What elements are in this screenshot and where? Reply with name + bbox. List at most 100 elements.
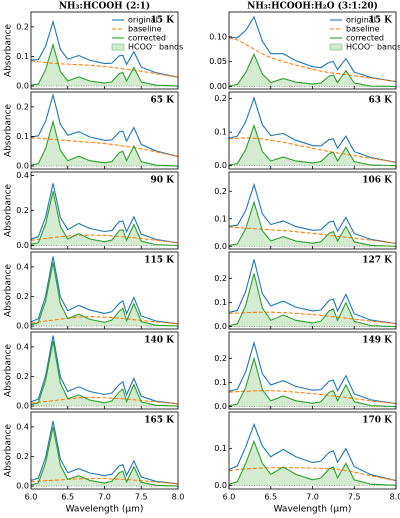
legend-swatch	[329, 43, 343, 51]
x-tick-label: 6.0	[25, 493, 38, 502]
y-tick-label: 0.1	[214, 378, 227, 387]
y-tick-label: 0.2	[214, 94, 227, 103]
x-tick-label: 7.0	[98, 493, 111, 502]
temperature-label: 170 K	[362, 416, 393, 426]
y-axis-label: Absorbance	[4, 343, 14, 397]
temperature-label: 90 K	[151, 176, 176, 186]
series-line	[30, 335, 179, 405]
hcoo-band	[31, 262, 178, 327]
series-line	[228, 390, 397, 405]
series-line	[30, 478, 179, 485]
x-axis-label: Wavelength (μm)	[274, 505, 352, 515]
series-line	[228, 15, 397, 83]
series-line	[30, 426, 179, 487]
y-tick-label: 0.4	[16, 262, 29, 271]
legend-label: corrected	[346, 34, 384, 43]
y-tick-label: 0.2	[214, 187, 227, 196]
x-tick-label: 8.0	[390, 493, 400, 502]
series-line	[228, 439, 397, 486]
x-axis-label: Wavelength (μm)	[66, 505, 144, 515]
y-tick-label: 0.2	[214, 354, 227, 363]
series-line	[228, 123, 397, 167]
y-tick-label: 0.4	[16, 171, 29, 180]
hcoo-band	[229, 441, 396, 486]
series-line	[228, 52, 397, 88]
temperature-label: 106 K	[362, 176, 393, 186]
hcoo-band	[31, 44, 178, 87]
temperature-label: 15 K	[151, 16, 176, 26]
y-tick-label: 0.0	[214, 161, 227, 170]
y-tick-label: 0.1	[214, 444, 227, 453]
y-tick-label: 0.0	[16, 402, 29, 411]
y-tick-label: 0.1	[214, 298, 227, 307]
hcoo-band	[229, 54, 396, 87]
y-tick-label: 0.0	[214, 402, 227, 411]
temperature-label: 63 K	[369, 96, 394, 106]
series-line	[30, 119, 179, 167]
hcoo-band	[229, 125, 396, 166]
y-tick-label: 0.2	[16, 372, 29, 381]
x-tick-label: 7.5	[135, 493, 148, 502]
y-tick-label: 0.1	[214, 128, 227, 137]
legend-label: corrected	[128, 34, 166, 43]
series-line	[30, 19, 179, 78]
series-line	[228, 96, 397, 163]
series-line	[228, 259, 397, 325]
y-tick-label: 0.1	[214, 214, 227, 223]
y-axis-label: Absorbance	[4, 23, 14, 77]
temperature-label: 115 K	[144, 256, 175, 266]
series-line	[228, 273, 397, 328]
temperature-label: 165 K	[144, 416, 175, 426]
legend-label: baseline	[128, 25, 162, 34]
series-line	[30, 340, 179, 407]
legend-label: baseline	[346, 25, 380, 34]
y-tick-label: 0.0	[16, 322, 29, 331]
y-tick-label: 0.05	[209, 57, 227, 66]
panel-title: NH₃:HCOOH (2:1)	[59, 1, 150, 12]
x-tick-label: 7.0	[306, 493, 319, 502]
y-tick-label: 0.4	[16, 422, 29, 431]
y-tick-label: 0.0	[16, 82, 29, 91]
x-tick-label: 8.0	[172, 493, 185, 502]
y-tick-label: 0.2	[16, 292, 29, 301]
hcoo-band	[229, 358, 396, 407]
hcoo-band	[229, 273, 396, 327]
hcoo-band	[31, 191, 178, 246]
temperature-label: 127 K	[362, 256, 393, 266]
series-line	[228, 226, 397, 245]
x-tick-label: 7.5	[348, 493, 361, 502]
y-axis-label: Absorbance	[4, 423, 14, 477]
y-tick-label: 0.00	[209, 82, 227, 91]
temperature-label: 15 K	[369, 16, 394, 26]
series-line	[30, 316, 179, 325]
y-axis-label: Absorbance	[4, 103, 14, 157]
legend-label: original	[128, 16, 158, 25]
y-tick-label: 0.0	[214, 322, 227, 331]
y-tick-label: 0.0	[214, 481, 227, 490]
y-axis-label: Absorbance	[4, 183, 14, 237]
y-tick-label: 0.2	[16, 452, 29, 461]
temperature-label: 149 K	[362, 336, 393, 346]
y-tick-label: 0.0	[214, 242, 227, 251]
x-tick-label: 6.5	[61, 493, 74, 502]
series-line	[30, 191, 179, 247]
y-tick-label: 0.0	[16, 162, 29, 171]
series-line	[228, 356, 397, 408]
y-tick-label: 0.2	[16, 102, 29, 111]
series-line	[30, 234, 179, 244]
series-line	[30, 256, 179, 325]
legend-label: HCOO⁻ bands	[128, 43, 183, 52]
series-line	[228, 340, 397, 405]
y-tick-label: 0.2	[16, 22, 29, 31]
x-tick-label: 6.5	[264, 493, 277, 502]
series-line	[30, 42, 179, 87]
y-tick-label: 0.1	[16, 52, 29, 61]
hcoo-band	[31, 121, 178, 167]
hcoo-band	[229, 202, 396, 247]
y-tick-label: 0.0	[16, 241, 29, 250]
legend-swatch	[111, 43, 125, 51]
series-line	[30, 420, 179, 485]
series-line	[30, 262, 179, 327]
